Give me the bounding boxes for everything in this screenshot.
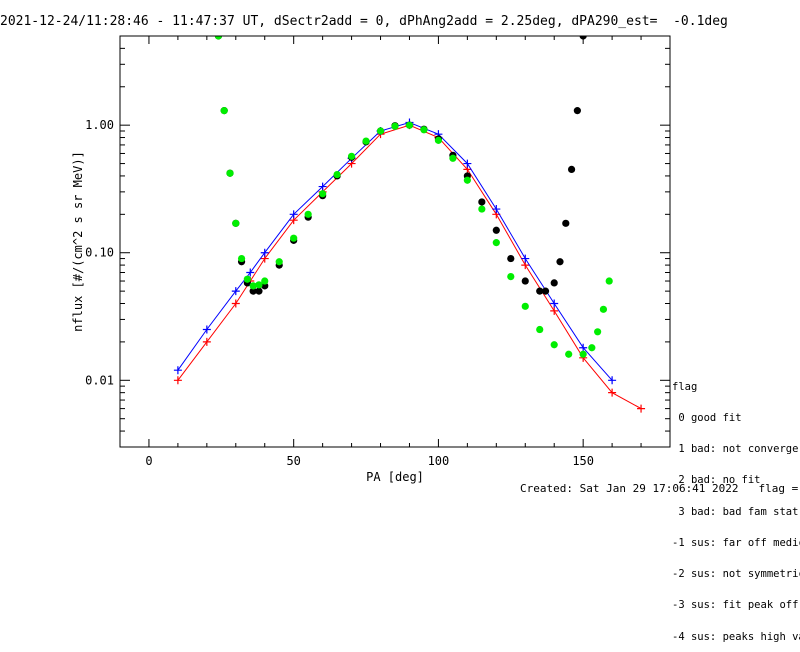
fit-point [507, 272, 515, 281]
fit-point [214, 36, 223, 40]
fit-point [255, 287, 263, 295]
fit-point [249, 282, 257, 290]
fit-point [391, 122, 399, 130]
x-tick-label: 100 [428, 454, 450, 468]
series-line [177, 121, 613, 381]
fit-point [492, 226, 500, 234]
plot-frame [119, 35, 671, 448]
series-3 [214, 36, 613, 358]
y-tick-label: 1.00 [85, 118, 114, 132]
data-point [202, 325, 211, 334]
legend-item: -1 sus: far off medic [672, 536, 800, 549]
data-point [260, 248, 269, 257]
fit-point [319, 190, 327, 198]
data-point [637, 404, 646, 413]
legend-item: -2 sus: not symmetric [672, 568, 800, 581]
fit-point [261, 277, 269, 285]
fit-point [243, 275, 251, 283]
data-point [608, 376, 617, 385]
plot-canvas: 0 50 100 150 0.01 0.10 1.00 PA [deg] nflux [#/(c… [71, 35, 671, 484]
x-tick-label: 150 [572, 454, 594, 468]
series-2 [214, 36, 587, 295]
x-axis-label: PA [deg] [366, 470, 424, 484]
x-tick-label: 0 [145, 454, 152, 468]
fit-point [434, 136, 443, 144]
fit-point [521, 277, 529, 285]
data-point [579, 343, 588, 352]
fit-point [478, 198, 486, 206]
data-point [202, 337, 211, 346]
fit-point [249, 287, 257, 295]
fit-point [565, 350, 573, 358]
fit-point [492, 239, 500, 247]
fit-point [536, 325, 544, 334]
legend-item: 0 good fit [672, 412, 742, 425]
fit-point [550, 279, 558, 287]
fit-point [541, 287, 550, 295]
fit-point [362, 137, 370, 145]
fit-point [599, 305, 608, 313]
chart-marks [173, 36, 646, 413]
fit-point [573, 107, 581, 115]
fit-point [232, 219, 240, 227]
series-0 [173, 121, 646, 413]
fit-point [536, 287, 544, 295]
legend-item: 1 bad: not converge [672, 443, 799, 456]
footer: Created: Sat Jan 29 17:06:41 2022 flag = … [520, 482, 800, 495]
data-point [173, 376, 182, 385]
fit-point [567, 165, 576, 174]
legend: flag 0 good fit 1 bad: not converge 2 ba… [672, 361, 800, 652]
fit-point [556, 258, 564, 266]
flag-status: flag = 0 [758, 482, 799, 495]
fit-point [226, 169, 234, 177]
fit-point [507, 254, 515, 263]
y-tick-label: 0.01 [85, 373, 114, 387]
data-point [289, 210, 298, 219]
chart-title: 2021-12-24/11:28:46 - 11:47:37 UT, dSect… [0, 14, 728, 29]
fit-point [463, 176, 471, 184]
data-point [608, 388, 617, 397]
fit-point [562, 219, 570, 227]
y-tick-label: 0.10 [85, 246, 114, 260]
fit-point [255, 281, 263, 289]
fit-point [550, 341, 558, 349]
fit-point [304, 210, 312, 218]
data-point [463, 159, 472, 168]
data-point [492, 205, 501, 214]
data-point [231, 299, 240, 308]
x-tick-label: 50 [286, 454, 300, 468]
y-axis-label: nflux [#/(cm^2 s sr MeV)] [71, 151, 85, 332]
fit-point [376, 127, 385, 135]
legend-item: -4 sus: peaks high va [672, 630, 800, 643]
fit-point [333, 170, 341, 179]
fit-point [347, 152, 356, 160]
fit-point [237, 254, 246, 263]
fit-point [579, 350, 587, 358]
data-point [550, 306, 559, 315]
data-point [246, 268, 255, 277]
fit-point [405, 121, 414, 129]
fit-point [275, 258, 283, 266]
data-point [231, 287, 240, 296]
fit-point [449, 154, 457, 162]
data-point [521, 254, 530, 263]
fit-point [605, 277, 613, 285]
created-timestamp: Created: Sat Jan 29 17:06:41 2022 [520, 482, 739, 495]
fit-point [478, 205, 486, 213]
legend-heading: flag [672, 380, 698, 393]
fit-point [521, 302, 529, 310]
data-point [173, 366, 182, 375]
data-point [550, 299, 559, 308]
fit-point [290, 234, 298, 242]
legend-item: -3 sus: fit peak off 9 [672, 599, 800, 612]
legend-item: 2 bad: no fit [672, 474, 761, 487]
fit-point [594, 328, 602, 336]
fit-point [220, 107, 228, 115]
data-point [318, 182, 327, 191]
series-1 [173, 118, 617, 385]
legend-item: 3 bad: bad fam stat [672, 505, 799, 518]
fit-point [420, 126, 428, 134]
fit-point [588, 344, 596, 352]
axes: 0 50 100 150 0.01 0.10 1.00 PA [deg] nflux [#/(c… [71, 35, 670, 484]
